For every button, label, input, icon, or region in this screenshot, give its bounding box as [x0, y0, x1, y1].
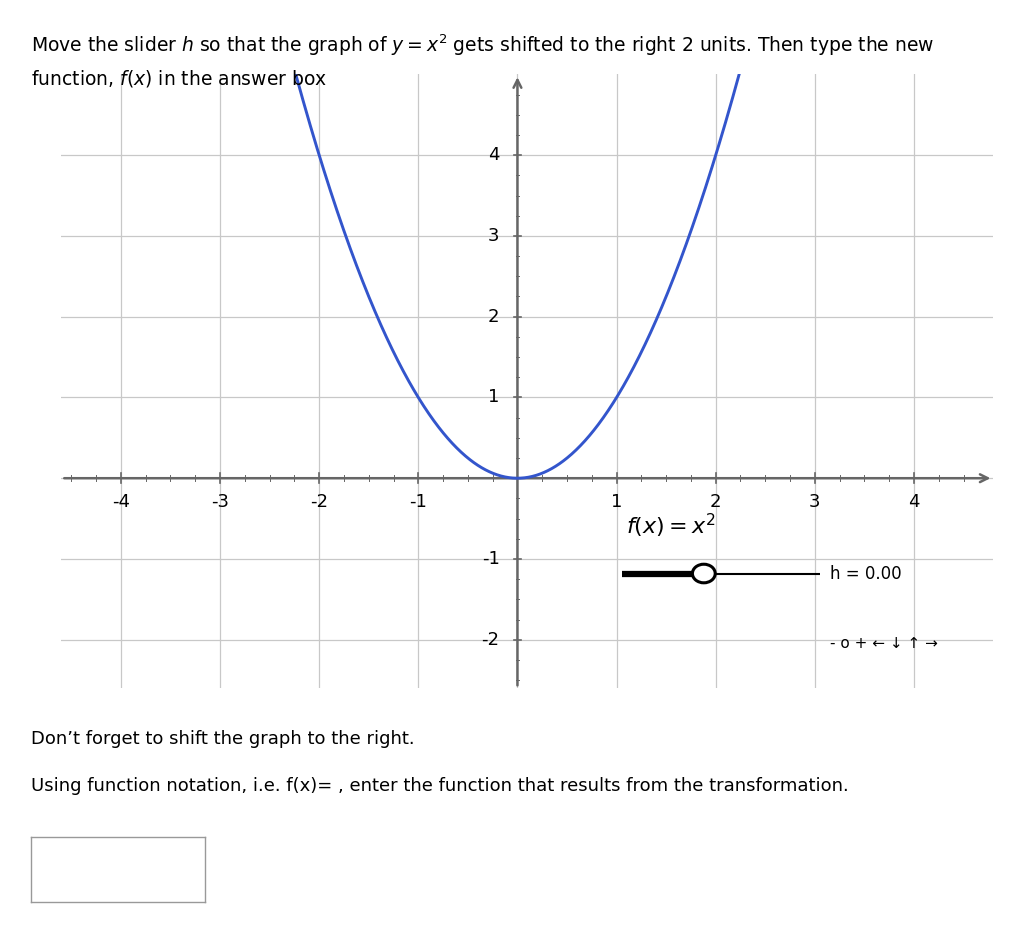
Text: -3: -3 — [211, 493, 229, 511]
Text: 3: 3 — [809, 493, 820, 511]
Text: -2: -2 — [310, 493, 328, 511]
Text: 4: 4 — [908, 493, 920, 511]
Circle shape — [692, 565, 715, 583]
Text: 4: 4 — [488, 146, 500, 165]
Text: -4: -4 — [112, 493, 130, 511]
Text: -1: -1 — [481, 550, 500, 568]
Text: h = 0.00: h = 0.00 — [829, 565, 901, 582]
Text: 3: 3 — [488, 227, 500, 245]
Text: Using function notation, i.e. f(x)= , enter the function that results from the t: Using function notation, i.e. f(x)= , en… — [31, 777, 849, 794]
Text: $f(x) = x^2$: $f(x) = x^2$ — [627, 512, 717, 540]
Text: 1: 1 — [488, 389, 500, 406]
Text: -2: -2 — [481, 631, 500, 649]
Text: Don’t forget to shift the graph to the right.: Don’t forget to shift the graph to the r… — [31, 730, 415, 748]
Text: Move the slider $h$ so that the graph of $y = x^2$ gets shifted to the right 2 u: Move the slider $h$ so that the graph of… — [31, 33, 934, 89]
Text: 2: 2 — [710, 493, 722, 511]
Text: -1: -1 — [410, 493, 427, 511]
Text: 1: 1 — [611, 493, 623, 511]
Text: 2: 2 — [488, 308, 500, 326]
Text: - o + ← ↓ ↑ →: - o + ← ↓ ↑ → — [829, 636, 938, 651]
